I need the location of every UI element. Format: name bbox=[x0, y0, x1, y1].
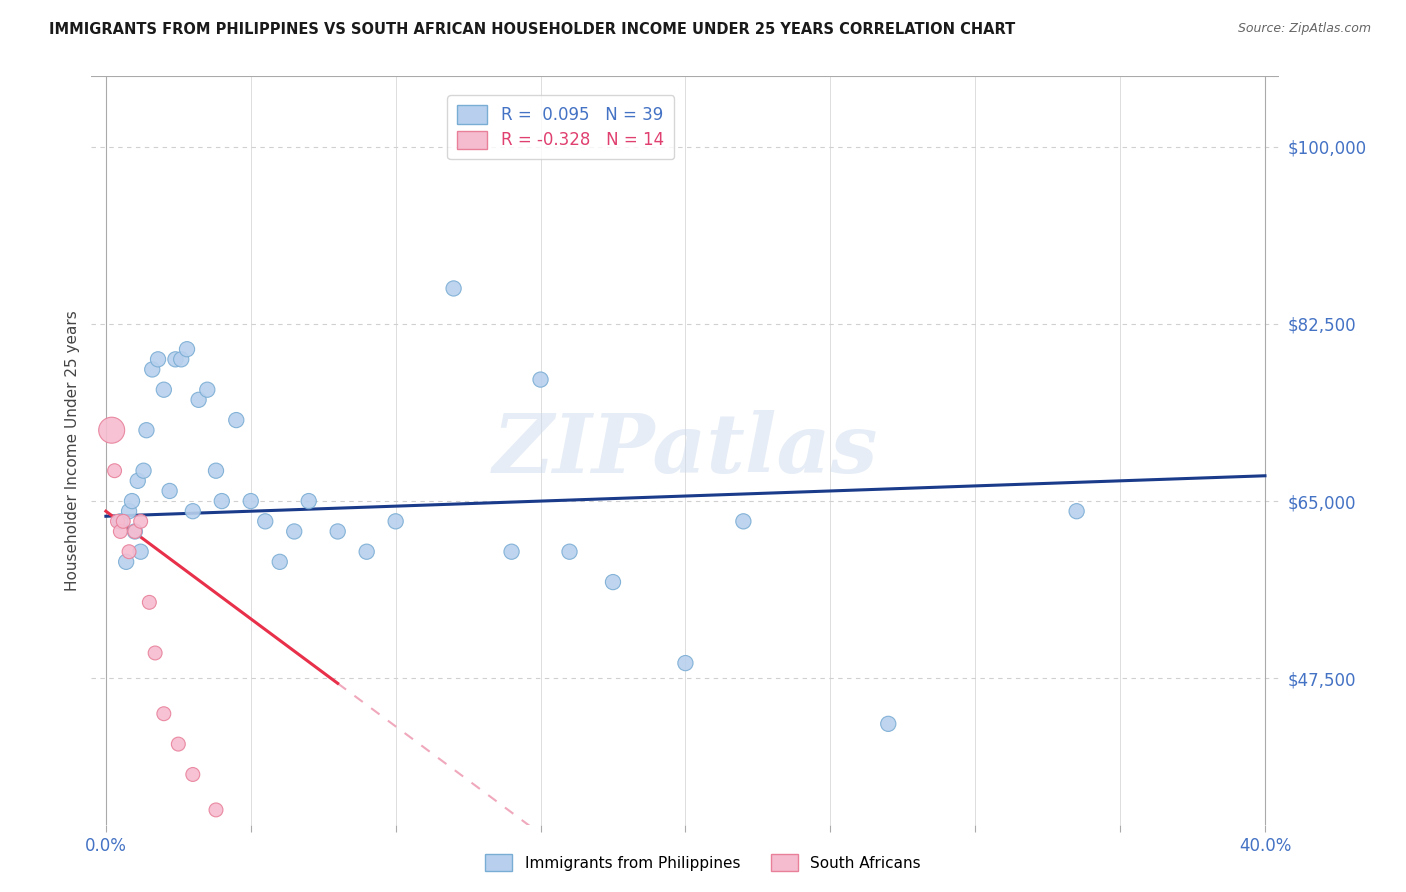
Point bbox=[181, 504, 204, 518]
Text: Source: ZipAtlas.com: Source: ZipAtlas.com bbox=[1237, 22, 1371, 36]
Point bbox=[100, 423, 122, 437]
Point bbox=[733, 514, 755, 528]
Point bbox=[356, 545, 378, 559]
Point bbox=[283, 524, 305, 539]
Point bbox=[877, 716, 900, 731]
Text: ZIPatlas: ZIPatlas bbox=[492, 410, 879, 491]
Point bbox=[225, 413, 247, 427]
Point bbox=[443, 281, 465, 295]
Point bbox=[124, 524, 146, 539]
Y-axis label: Householder Income Under 25 years: Householder Income Under 25 years bbox=[65, 310, 80, 591]
Point bbox=[501, 545, 523, 559]
Point bbox=[602, 575, 624, 590]
Point bbox=[187, 392, 209, 407]
Point bbox=[153, 706, 176, 721]
Point bbox=[170, 352, 193, 367]
Point bbox=[115, 555, 138, 569]
Point bbox=[143, 646, 166, 660]
Point bbox=[298, 494, 321, 508]
Point bbox=[129, 545, 152, 559]
Point bbox=[153, 383, 176, 397]
Point bbox=[112, 514, 135, 528]
Point bbox=[129, 514, 152, 528]
Point bbox=[181, 767, 204, 781]
Legend: Immigrants from Philippines, South Africans: Immigrants from Philippines, South Afric… bbox=[479, 848, 927, 877]
Point bbox=[110, 514, 132, 528]
Point bbox=[118, 504, 141, 518]
Point bbox=[558, 545, 581, 559]
Point bbox=[176, 342, 198, 356]
Point bbox=[239, 494, 262, 508]
Point bbox=[195, 383, 218, 397]
Point bbox=[205, 464, 228, 478]
Point bbox=[159, 483, 181, 498]
Point bbox=[127, 474, 149, 488]
Point bbox=[138, 595, 160, 609]
Point bbox=[529, 373, 551, 387]
Point bbox=[167, 737, 190, 751]
Point bbox=[165, 352, 187, 367]
Point bbox=[146, 352, 169, 367]
Point bbox=[211, 494, 233, 508]
Point bbox=[103, 464, 125, 478]
Point bbox=[135, 423, 157, 437]
Point bbox=[118, 545, 141, 559]
Point bbox=[326, 524, 349, 539]
Point bbox=[673, 656, 696, 670]
Point bbox=[1066, 504, 1088, 518]
Point bbox=[141, 362, 163, 376]
Point bbox=[254, 514, 277, 528]
Point bbox=[107, 514, 129, 528]
Legend: R =  0.095   N = 39, R = -0.328   N = 14: R = 0.095 N = 39, R = -0.328 N = 14 bbox=[447, 95, 673, 160]
Point bbox=[269, 555, 291, 569]
Point bbox=[132, 464, 155, 478]
Point bbox=[121, 494, 143, 508]
Point bbox=[205, 803, 228, 817]
Point bbox=[384, 514, 406, 528]
Point bbox=[110, 524, 132, 539]
Text: IMMIGRANTS FROM PHILIPPINES VS SOUTH AFRICAN HOUSEHOLDER INCOME UNDER 25 YEARS C: IMMIGRANTS FROM PHILIPPINES VS SOUTH AFR… bbox=[49, 22, 1015, 37]
Point bbox=[124, 524, 146, 539]
